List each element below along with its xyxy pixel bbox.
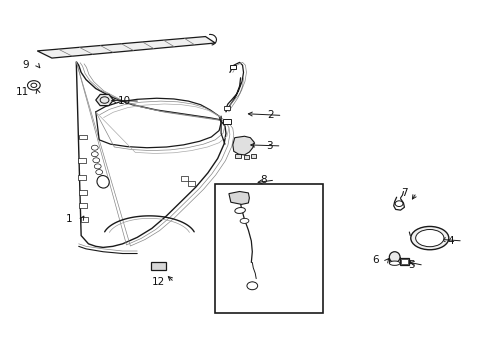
Ellipse shape (388, 261, 399, 265)
Bar (79, 190, 86, 195)
Bar (399, 258, 408, 265)
Circle shape (239, 142, 245, 147)
Ellipse shape (97, 176, 109, 188)
Ellipse shape (240, 219, 248, 224)
Polygon shape (232, 136, 254, 155)
Text: 5: 5 (407, 260, 414, 270)
Bar (81, 217, 88, 222)
Bar (79, 135, 86, 139)
Text: 8: 8 (259, 175, 266, 185)
Bar (187, 181, 195, 186)
Bar (215, 184, 322, 313)
Bar (78, 158, 85, 163)
Ellipse shape (388, 252, 399, 262)
Bar (224, 106, 229, 110)
Bar (79, 203, 86, 208)
Circle shape (394, 201, 402, 207)
Polygon shape (37, 37, 215, 58)
Text: 2: 2 (266, 111, 273, 121)
Bar (78, 175, 85, 180)
Bar (243, 155, 249, 159)
Bar (400, 259, 407, 264)
Polygon shape (228, 192, 249, 204)
Text: 6: 6 (372, 255, 378, 265)
Ellipse shape (410, 226, 448, 250)
Bar (223, 120, 230, 125)
Text: 7: 7 (401, 188, 407, 198)
Ellipse shape (415, 229, 443, 247)
Text: 4: 4 (447, 236, 453, 246)
Bar (234, 154, 240, 158)
Bar (251, 154, 256, 158)
Text: 11: 11 (16, 87, 29, 97)
Text: 3: 3 (265, 141, 272, 151)
Polygon shape (76, 62, 225, 247)
Text: 9: 9 (22, 60, 29, 70)
Bar (181, 176, 188, 181)
Circle shape (246, 282, 257, 290)
Text: 12: 12 (152, 277, 165, 287)
Ellipse shape (234, 207, 245, 213)
Polygon shape (96, 94, 113, 105)
Bar (229, 64, 236, 69)
Polygon shape (151, 262, 165, 270)
Text: 1: 1 (66, 215, 73, 224)
Text: 10: 10 (118, 96, 131, 106)
